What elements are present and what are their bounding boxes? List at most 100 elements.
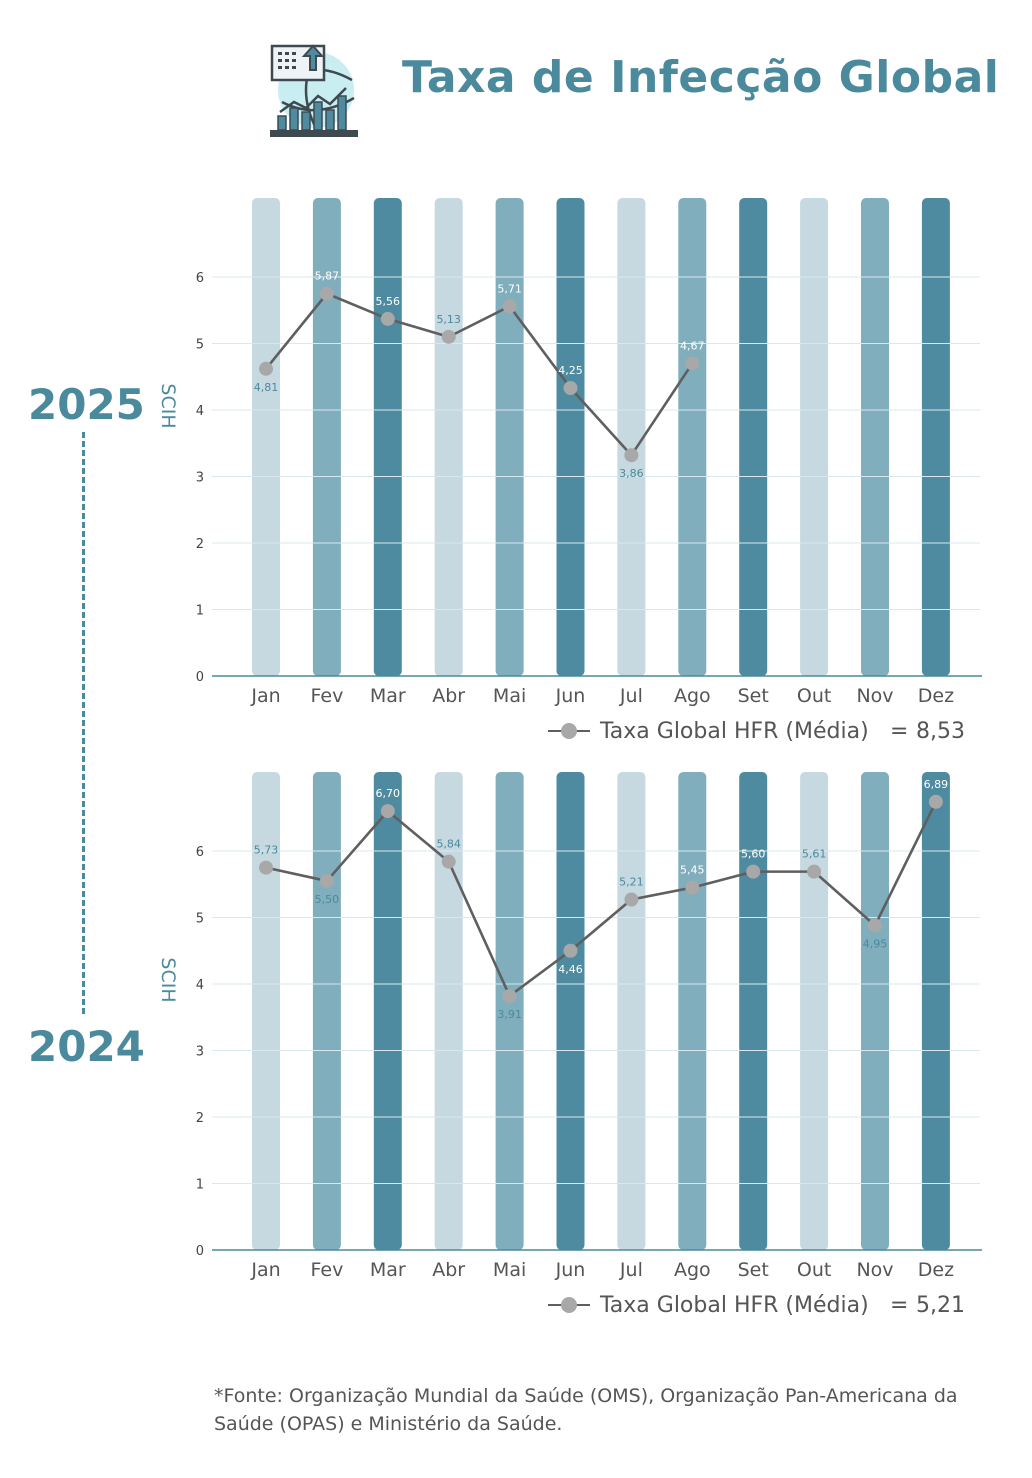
bar-fev [312, 198, 341, 676]
data-point-mai [502, 988, 517, 1003]
bar-nov [861, 198, 889, 676]
bar-set [739, 198, 768, 676]
data-label-fev: 5,87 [315, 270, 340, 283]
x-tick-label: Mai [493, 685, 526, 707]
x-tick-label: Out [797, 1259, 831, 1281]
data-point-abr [441, 854, 456, 869]
bar-jan [252, 198, 280, 676]
bar-jun [556, 772, 585, 1250]
y-tick-label: 0 [196, 670, 204, 685]
x-tick-label: Jun [555, 685, 586, 707]
legend-equals: = [890, 719, 908, 744]
y-axis-title: SCIH [157, 383, 179, 428]
x-tick-label: Jan [250, 685, 280, 707]
data-point-mar [380, 804, 395, 819]
data-label-mar: 5,56 [376, 295, 401, 308]
data-point-ago [685, 880, 700, 895]
bar-jul [617, 198, 646, 676]
x-tick-label: Nov [856, 1259, 893, 1281]
data-label-out: 5,61 [802, 848, 827, 861]
data-label-jun: 4,46 [558, 963, 583, 976]
data-label-abr: 5,84 [436, 838, 461, 851]
data-point-jul [624, 892, 639, 907]
bar-mar [373, 198, 402, 676]
data-point-mar [380, 311, 395, 326]
x-tick-label: Out [797, 685, 831, 707]
bar-ago [678, 772, 707, 1250]
y-tick-label: 3 [196, 1045, 204, 1060]
series-line [264, 292, 694, 457]
data-label-nov: 4,95 [863, 937, 888, 950]
data-label-fev: 5,50 [315, 893, 340, 906]
page-title: Taxa de Infecção Global [402, 52, 1000, 103]
x-tick-label: Dez [918, 1259, 954, 1281]
bar-set [739, 772, 768, 1250]
data-label-abr: 5,13 [436, 313, 461, 326]
chart-2025: SCIH 0 1 2 3 4 5 6 Jan Fev Mar Abr Mai Jun Jul Ago Set Ou… [157, 198, 982, 744]
x-tick-label: Jan [250, 1259, 280, 1281]
globe-report-chart-icon [270, 44, 358, 137]
bar-dez [921, 772, 950, 1250]
x-tick-label: Ago [674, 1259, 711, 1281]
bar-jun [556, 198, 585, 676]
data-label-set: 5,60 [741, 848, 766, 861]
y-tick-label: 5 [196, 338, 204, 353]
source-note: *Fonte: Organização Mundial da Saúde (OM… [214, 1385, 958, 1435]
y-tick-label: 2 [196, 537, 204, 552]
bar-out [800, 198, 829, 676]
x-tick-label: Jun [555, 1259, 586, 1281]
y-tick-label: 4 [196, 978, 204, 993]
bar-out [800, 772, 829, 1250]
data-label-mar: 6,70 [376, 787, 401, 800]
data-label-jul: 5,21 [619, 876, 644, 889]
bar-dez [921, 198, 950, 676]
bar-mai [495, 198, 524, 676]
y-tick-label: 0 [196, 1244, 204, 1259]
data-point-jan [259, 860, 273, 875]
y-tick-label: 6 [196, 271, 204, 286]
x-tick-label: Abr [432, 1259, 465, 1281]
bar-mai [495, 772, 524, 1250]
bar-jan [252, 772, 280, 1250]
data-label-mai: 5,71 [497, 282, 521, 295]
data-point-abr [441, 329, 456, 344]
data-point-jun [563, 381, 578, 396]
y-tick-label: 1 [196, 1178, 204, 1193]
y-tick-label: 5 [196, 912, 204, 927]
data-point-ago [685, 356, 700, 371]
x-tick-label: Dez [918, 685, 954, 707]
data-point-fev [319, 873, 334, 888]
bar-abr [434, 198, 463, 676]
x-tick-label: Mar [370, 685, 406, 707]
legend-marker [561, 723, 577, 739]
x-tick-label: Mar [370, 1259, 406, 1281]
legend-value: 8,53 [916, 719, 965, 744]
data-label-jan: 5,73 [254, 844, 279, 857]
data-point-out [807, 864, 822, 879]
legend-value: 5,21 [916, 1293, 965, 1318]
x-tick-label: Abr [432, 685, 465, 707]
y-tick-label: 1 [196, 604, 204, 619]
y-axis-title: SCIH [157, 957, 179, 1002]
data-point-jan [259, 361, 273, 376]
data-label-jul: 3,86 [619, 467, 644, 480]
bar-nov [861, 772, 889, 1250]
data-point-nov [868, 918, 882, 933]
bar-jul [617, 772, 646, 1250]
legend-equals: = [890, 1293, 908, 1318]
data-point-fev [319, 286, 334, 301]
data-label-jun: 4,25 [558, 364, 583, 377]
y-tick-label: 2 [196, 1111, 204, 1126]
data-label-dez: 6,89 [924, 778, 949, 791]
x-tick-label: Nov [856, 685, 893, 707]
y-tick-label: 6 [196, 845, 204, 860]
x-tick-label: Jul [619, 1259, 643, 1281]
legend-label: Taxa Global HFR (Média) [599, 719, 869, 744]
data-point-mai [502, 299, 517, 314]
data-point-set [746, 864, 761, 879]
x-tick-label: Ago [674, 685, 711, 707]
data-label-mai: 3,91 [497, 1008, 521, 1021]
x-tick-label: Set [738, 685, 769, 707]
timeline-dashed-line [82, 432, 85, 1014]
data-point-jun [563, 943, 578, 958]
